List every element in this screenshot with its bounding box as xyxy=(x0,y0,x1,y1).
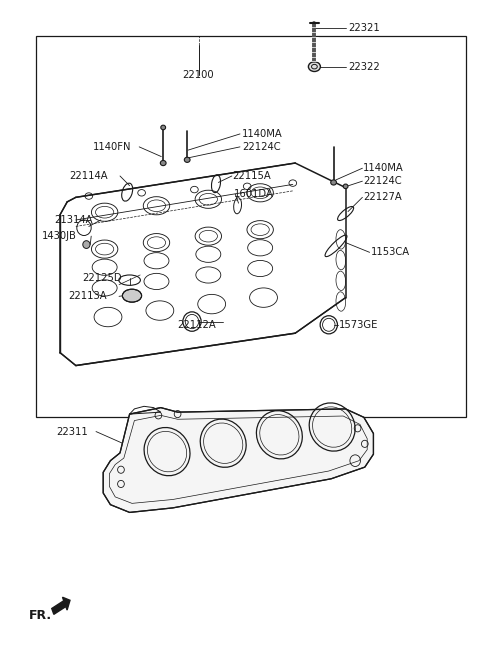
Text: 1140MA: 1140MA xyxy=(242,129,283,139)
Text: FR.: FR. xyxy=(29,609,52,622)
Text: 22311: 22311 xyxy=(57,426,88,437)
Text: 22100: 22100 xyxy=(182,70,214,80)
Text: 22113A: 22113A xyxy=(68,291,107,302)
Polygon shape xyxy=(103,408,373,512)
Text: 1573GE: 1573GE xyxy=(339,320,379,330)
Text: 22321: 22321 xyxy=(348,23,380,33)
Text: 1140FN: 1140FN xyxy=(93,142,131,152)
Text: 1430JB: 1430JB xyxy=(42,231,77,241)
Text: 22114A: 22114A xyxy=(70,171,108,181)
Ellipse shape xyxy=(331,180,336,185)
Text: 22125D: 22125D xyxy=(83,273,122,283)
Text: 1601DA: 1601DA xyxy=(234,189,274,199)
Text: 22322: 22322 xyxy=(348,61,380,72)
Text: 1140MA: 1140MA xyxy=(363,163,404,173)
Ellipse shape xyxy=(122,289,142,302)
Ellipse shape xyxy=(184,157,190,162)
Text: 22127A: 22127A xyxy=(363,192,402,203)
Text: 22124C: 22124C xyxy=(363,176,402,186)
Text: 21314A: 21314A xyxy=(54,215,92,225)
Ellipse shape xyxy=(160,160,166,166)
Ellipse shape xyxy=(161,125,166,129)
Ellipse shape xyxy=(343,184,348,189)
Text: 22124C: 22124C xyxy=(242,142,280,152)
Text: 22112A: 22112A xyxy=(178,320,216,330)
Ellipse shape xyxy=(83,241,90,248)
Text: 1153CA: 1153CA xyxy=(371,247,410,258)
Text: 22115A: 22115A xyxy=(232,171,271,181)
FancyArrow shape xyxy=(52,597,70,615)
Ellipse shape xyxy=(309,62,321,71)
Bar xyxy=(36,36,466,417)
